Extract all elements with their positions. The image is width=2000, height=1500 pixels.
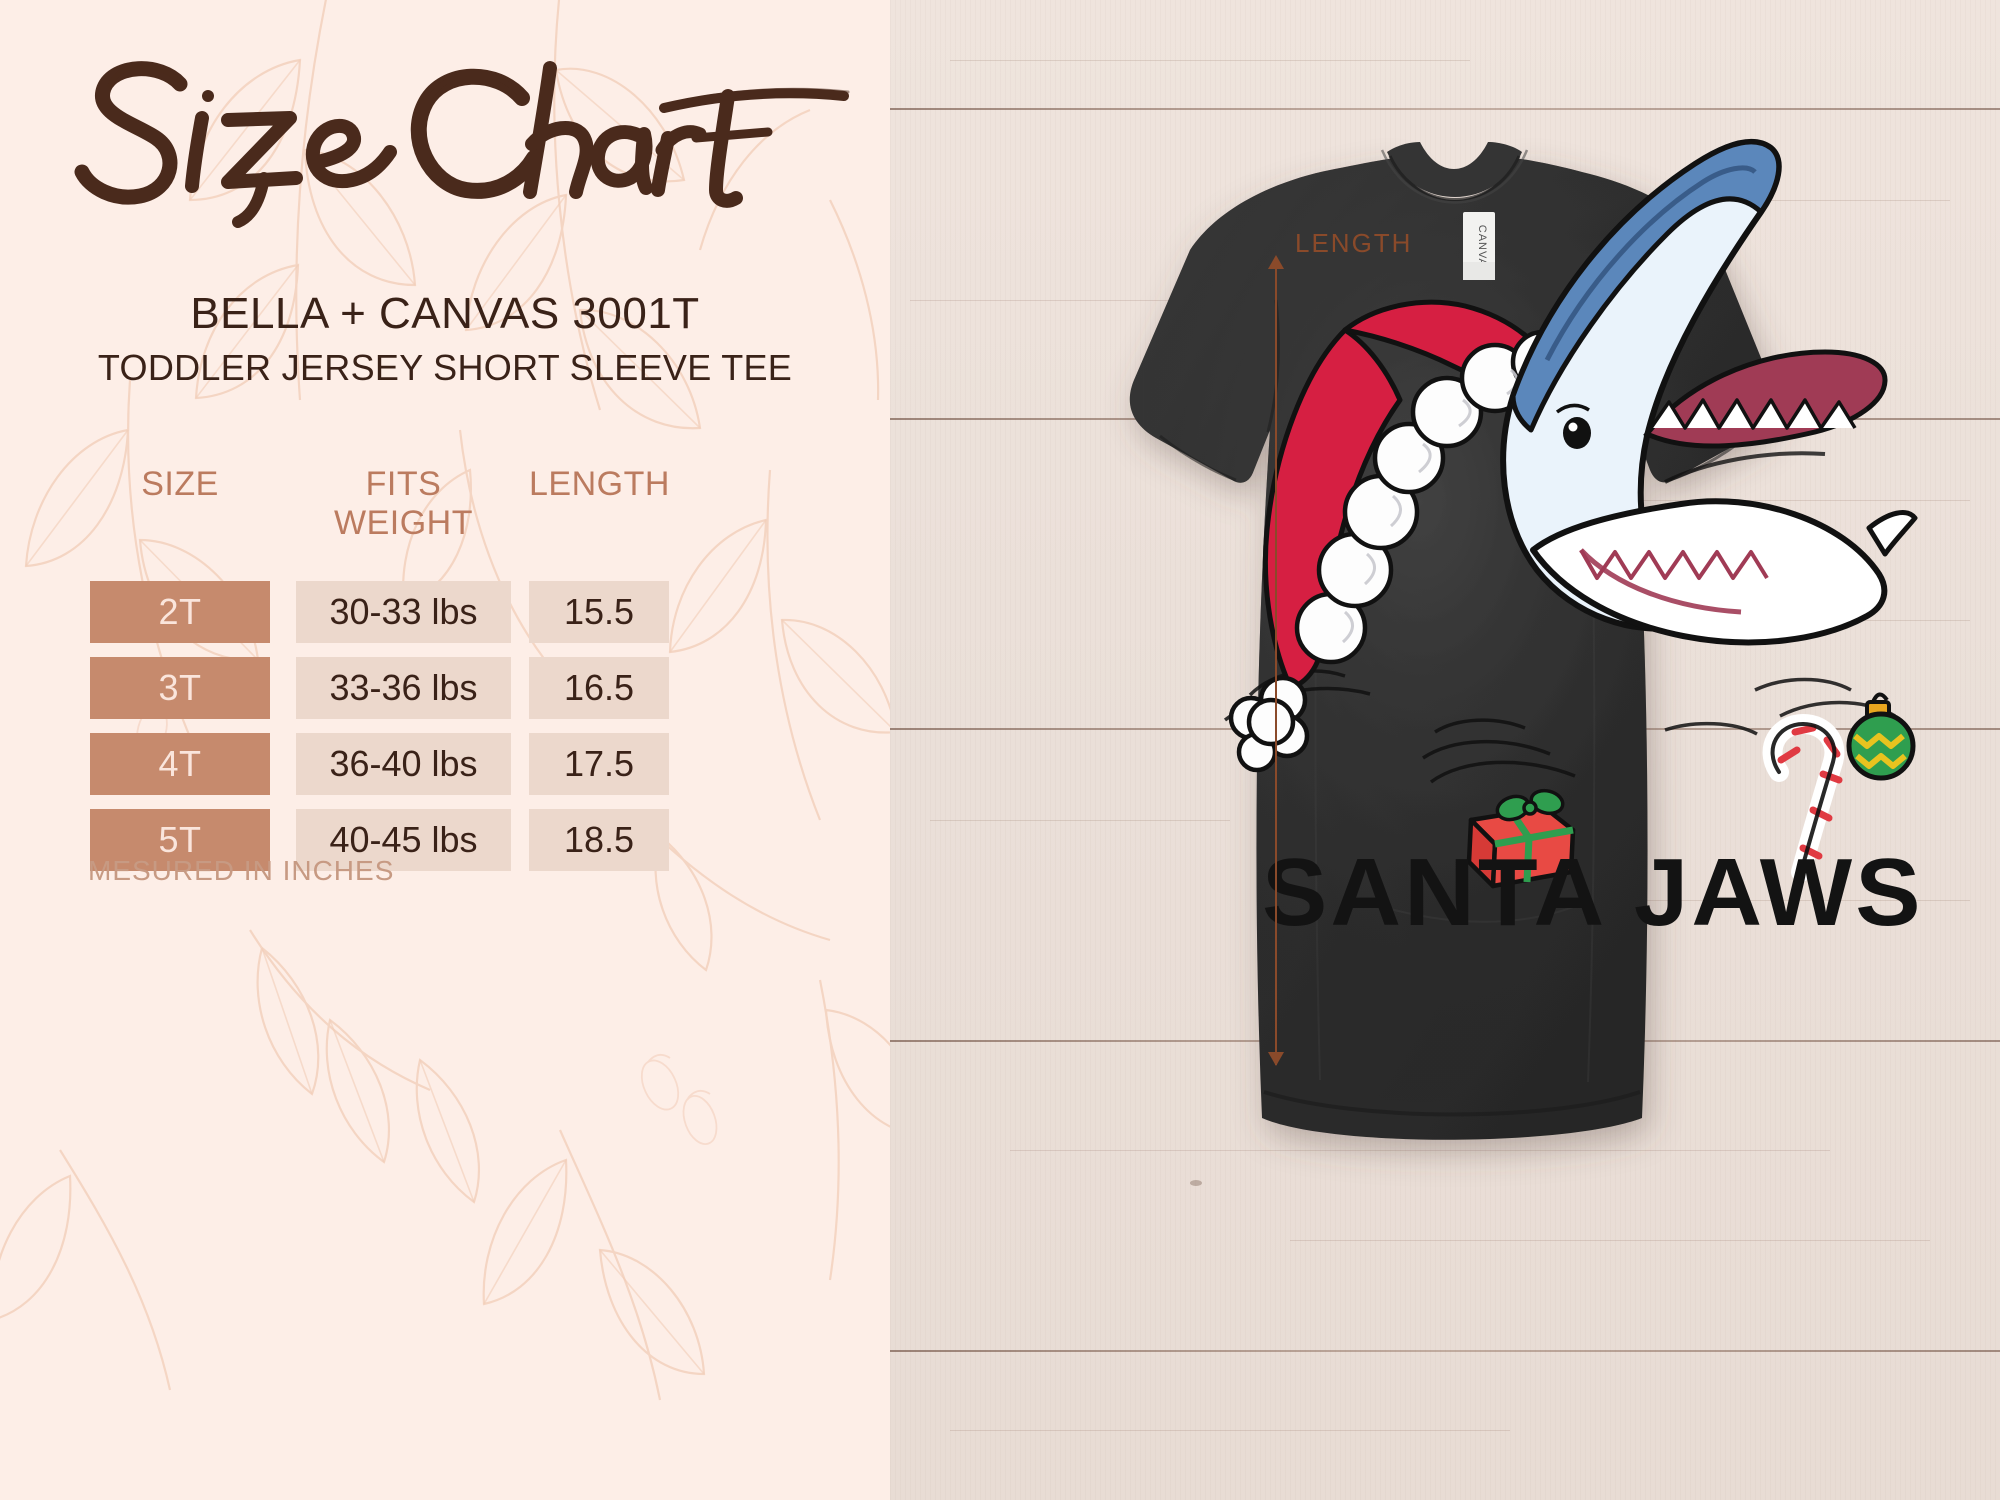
brand-line: BELLA + CANVAS 3001T [190, 289, 700, 338]
wood-grain [1010, 1150, 1830, 1151]
cell-length: 15.5 [529, 581, 669, 643]
shark-icon [1500, 139, 1918, 646]
table-body: 2T 30-33 lbs 15.5 3T 33-36 lbs 16.5 4T 3… [0, 581, 890, 871]
length-arrow-head-bottom [1268, 1052, 1284, 1066]
cell-weight: 40-45 lbs [296, 809, 511, 871]
shark-eye-icon [1555, 403, 1591, 449]
cell-length: 18.5 [529, 809, 669, 871]
wood-grain [950, 60, 1470, 61]
slogan-text: SANTA JAWS [1262, 838, 1924, 946]
wood-grain [950, 1430, 1510, 1431]
wood-grain [930, 820, 1230, 821]
wood-grain [1290, 1240, 1930, 1241]
page-title [52, 40, 862, 230]
table-header-row: SIZE FITS WEIGHT LENGTH [0, 465, 890, 543]
wood-plank-seam [890, 108, 2000, 110]
brand-neck-tag: CANVAS [1463, 212, 1495, 280]
table-footnote: MESURED IN INCHES [88, 855, 395, 886]
table-row: 3T 33-36 lbs 16.5 [90, 657, 890, 719]
table-row: 2T 30-33 lbs 15.5 [90, 581, 890, 643]
cell-size: 3T [90, 657, 270, 719]
table-row: 4T 36-40 lbs 17.5 [90, 733, 890, 795]
wood-plank-seam [890, 1350, 2000, 1352]
hat-pompom-icon [1228, 675, 1310, 773]
wood-knot [1190, 1180, 1202, 1186]
cell-weight: 33-36 lbs [296, 657, 511, 719]
wood-grain [910, 300, 1330, 301]
cell-size: 2T [90, 581, 270, 643]
cell-weight: 36-40 lbs [296, 733, 511, 795]
ornament-icon [1846, 692, 1916, 781]
tshirt-collar [1380, 142, 1529, 204]
wood-grain [1610, 900, 1970, 901]
column-header-size: SIZE [141, 465, 219, 503]
wood-grain [1530, 500, 1970, 501]
size-table: SIZE FITS WEIGHT LENGTH 2T 30-33 lbs 15.… [0, 465, 890, 885]
santa-shark-graphic: SANTA JAWS [1223, 139, 1924, 946]
cell-length: 17.5 [529, 733, 669, 795]
gift-box-icon [1466, 788, 1576, 889]
size-chart-panel: BELLA + CANVAS 3001T TODDLER JERSEY SHOR… [0, 0, 890, 1500]
product-line: TODDLER JERSEY SHORT SLEEVE TEE [97, 347, 793, 389]
column-header-weight: FITS WEIGHT [334, 465, 473, 542]
cell-length: 16.5 [529, 657, 669, 719]
candy-cane-icon [1762, 713, 1845, 882]
length-arrow-head-top [1268, 255, 1284, 269]
cell-size: 4T [90, 733, 270, 795]
gift-bow-icon [1495, 788, 1565, 822]
column-header-length: LENGTH [529, 465, 670, 503]
product-subtitle: BELLA + CANVAS 3001T TODDLER JERSEY SHOR… [0, 289, 890, 389]
length-annotation-label: LENGTH [1295, 228, 1413, 258]
length-measure-line [1275, 265, 1277, 1065]
cell-weight: 30-33 lbs [296, 581, 511, 643]
cell-size: 5T [90, 809, 270, 871]
product-photo: CANVAS [890, 0, 2000, 1500]
tshirt-mockup: CANVAS [1129, 139, 1924, 1140]
table-row: 5T 40-45 lbs 18.5 [90, 809, 890, 871]
hem-seam [1263, 1090, 1641, 1117]
